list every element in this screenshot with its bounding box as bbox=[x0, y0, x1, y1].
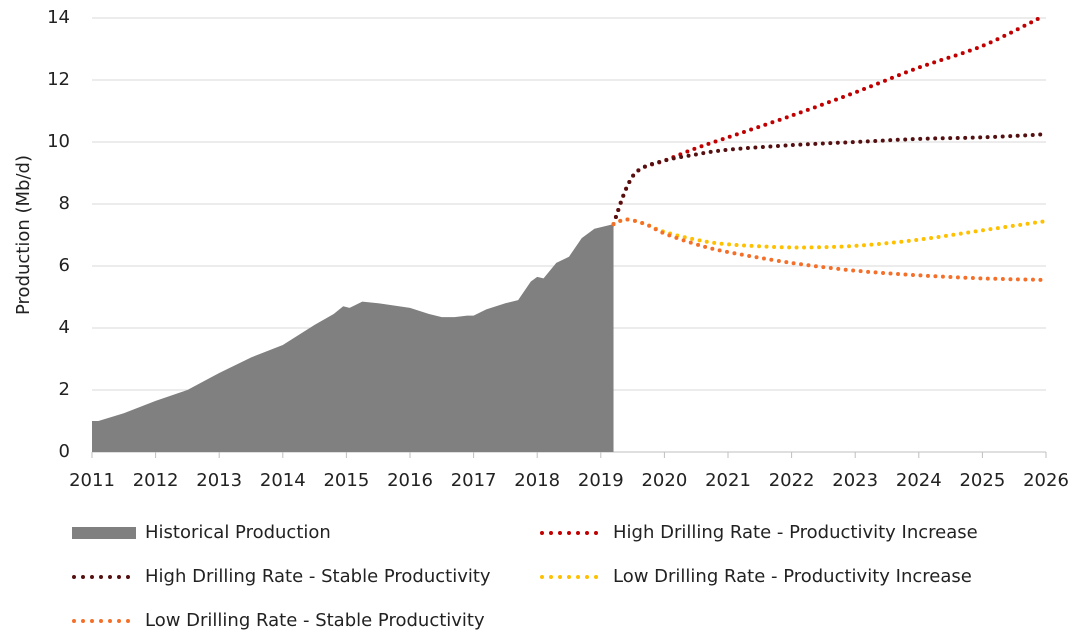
x-tick-label: 2025 bbox=[959, 470, 1005, 491]
area bbox=[92, 224, 614, 452]
y-tick-label: 2 bbox=[59, 379, 70, 400]
y-tick-label: 12 bbox=[47, 69, 70, 90]
legend-label: Historical Production bbox=[145, 522, 331, 543]
line bbox=[611, 217, 1048, 282]
y-tick-label: 10 bbox=[47, 131, 70, 152]
x-tick-label: 2021 bbox=[705, 470, 751, 491]
x-tick-label: 2023 bbox=[832, 470, 878, 491]
x-tick-label: 2019 bbox=[578, 470, 624, 491]
legend-label: Low Drilling Rate - Stable Productivity bbox=[145, 610, 485, 631]
y-tick-label: 4 bbox=[59, 317, 70, 338]
x-tick-label: 2020 bbox=[641, 470, 687, 491]
x-tick-label: 2026 bbox=[1023, 470, 1069, 491]
x-tick-label: 2012 bbox=[133, 470, 179, 491]
y-tick-label: 8 bbox=[59, 193, 70, 214]
x-tick-label: 2024 bbox=[896, 470, 942, 491]
y-tick-label: 14 bbox=[47, 7, 70, 28]
y-tick-label: 6 bbox=[59, 255, 70, 276]
legend-label: Low Drilling Rate - Productivity Increas… bbox=[613, 566, 972, 587]
x-tick-label: 2011 bbox=[69, 470, 115, 491]
legend-swatch bbox=[72, 527, 136, 539]
legend-label: High Drilling Rate - Stable Productivity bbox=[145, 566, 491, 587]
line bbox=[611, 16, 1042, 227]
y-axis-label: Production (Mb/d) bbox=[13, 155, 34, 315]
x-tick-label: 2017 bbox=[451, 470, 497, 491]
y-tick-label: 0 bbox=[59, 441, 70, 462]
x-tick-label: 2015 bbox=[323, 470, 369, 491]
line bbox=[611, 217, 1048, 250]
legend-label: High Drilling Rate - Productivity Increa… bbox=[613, 522, 978, 543]
x-tick-label: 2014 bbox=[260, 470, 306, 491]
line bbox=[611, 132, 1048, 227]
x-tick-label: 2013 bbox=[196, 470, 242, 491]
x-tick-label: 2016 bbox=[387, 470, 433, 491]
x-tick-label: 2022 bbox=[769, 470, 815, 491]
x-tick-label: 2018 bbox=[514, 470, 560, 491]
